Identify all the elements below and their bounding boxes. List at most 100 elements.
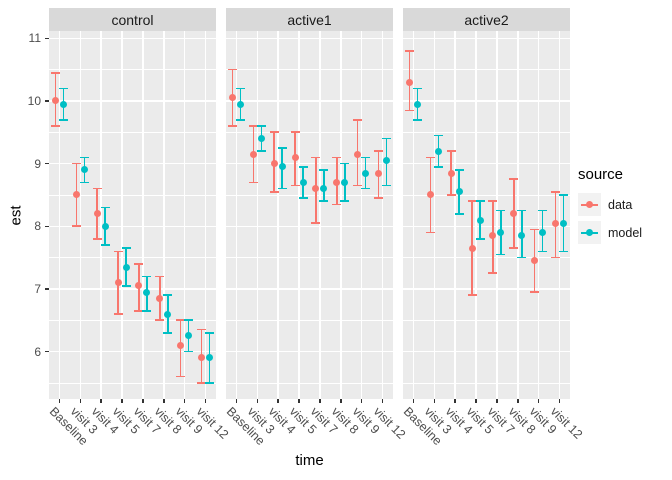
gridline (496, 31, 498, 399)
point-model (122, 263, 130, 271)
errorbar-cap-bottom (509, 247, 519, 249)
point-glyph-icon (586, 201, 593, 208)
y-axis-tick (45, 288, 49, 290)
errorbar-cap-top (71, 162, 81, 165)
x-axis-tick (100, 399, 102, 403)
errorbar-cap-bottom (277, 187, 287, 190)
x-axis-tick (412, 399, 415, 403)
errorbar-cap-bottom (227, 125, 237, 127)
errorbar-cap-bottom (340, 200, 350, 202)
point-data (531, 257, 539, 265)
point-glyph-icon (586, 229, 593, 236)
gridline (403, 382, 570, 384)
legend: source data model (578, 166, 642, 249)
point-data (228, 94, 236, 102)
errorbar-cap-top (92, 187, 102, 190)
errorbar-cap-bottom (248, 181, 258, 184)
gridline (142, 31, 144, 399)
errorbar-cap-top (163, 294, 173, 296)
point-data (93, 210, 101, 218)
gridline (412, 31, 415, 399)
point-data (156, 294, 164, 302)
point-model (560, 219, 568, 227)
gridline (49, 319, 216, 321)
x-axis-tick (496, 399, 498, 403)
errorbar-cap-bottom (374, 197, 384, 199)
errorbar-cap-top (412, 87, 422, 90)
errorbar-cap-top (277, 147, 287, 149)
gridline (121, 31, 123, 399)
x-axis-tick (517, 399, 519, 403)
legend-item-data: data (578, 193, 642, 216)
errorbar-cap-bottom (92, 238, 102, 240)
point-model (299, 178, 307, 186)
point-data (114, 279, 122, 287)
errorbar-cap-top (530, 228, 540, 231)
errorbar-cap-top (50, 71, 60, 74)
errorbar-cap-top (155, 275, 165, 278)
errorbar-cap-top (311, 156, 321, 159)
y-tick-label: 8 (34, 219, 41, 234)
legend-title: source (578, 166, 624, 183)
x-axis-tick (537, 399, 540, 403)
errorbar-cap-bottom (319, 200, 329, 202)
gridline (360, 31, 363, 399)
gridline (226, 288, 393, 290)
gridline (226, 319, 393, 321)
point-model (434, 147, 442, 155)
errorbar-cap-bottom (475, 238, 485, 240)
point-data (354, 150, 362, 158)
gridline (381, 31, 384, 399)
point-data (177, 341, 185, 349)
point-data (135, 282, 143, 290)
errorbar-cap-top (475, 200, 485, 202)
errorbar-cap-top (340, 162, 350, 165)
errorbar-cap-top (176, 319, 186, 322)
errorbar-cap-bottom (163, 332, 173, 334)
facet-panel-control (49, 31, 216, 399)
errorbar-cap-bottom (290, 184, 300, 187)
errorbar-cap-top (227, 68, 237, 71)
gridline (235, 31, 238, 399)
gridline (319, 31, 321, 399)
errorbar-cap-top (58, 87, 68, 90)
point-data (447, 169, 455, 177)
point-model (206, 354, 214, 362)
x-axis-tick (183, 399, 186, 403)
point-model (278, 163, 286, 171)
errorbar-cap-bottom (530, 291, 540, 293)
errorbar-cap-top (374, 150, 384, 152)
errorbar-cap-bottom (100, 244, 110, 246)
errorbar-cap-top (248, 125, 258, 127)
point-model (320, 185, 328, 193)
x-axis-tick (163, 399, 165, 403)
x-axis-tick (340, 399, 342, 403)
gridline (256, 31, 258, 399)
x-axis-tick (58, 399, 61, 403)
y-tick-label: 10 (27, 93, 41, 108)
facet-strip-active1: active1 (226, 8, 393, 31)
errorbar-cap-bottom (134, 310, 144, 312)
gridline (100, 31, 102, 399)
x-axis-tick (433, 399, 436, 403)
y-axis-tick (45, 37, 49, 40)
errorbar-cap-top (205, 332, 215, 334)
errorbar-cap-bottom (412, 118, 422, 121)
facet-panel-active2 (403, 31, 570, 399)
errorbar-cap-bottom (176, 375, 186, 378)
errorbar-cap-top (100, 206, 110, 209)
errorbar-cap-bottom (353, 184, 363, 187)
gridline (403, 319, 570, 321)
point-model (59, 100, 67, 108)
y-axis-tick (45, 162, 49, 165)
gridline (226, 131, 393, 133)
errorbar-cap-top (353, 118, 363, 121)
errorbar-cap-bottom (113, 313, 123, 315)
errorbar-cap-bottom (488, 272, 498, 275)
errorbar-cap-bottom (517, 256, 527, 259)
x-axis-tick (298, 399, 300, 403)
errorbar-cap-top (404, 50, 414, 52)
gridline (183, 31, 186, 399)
errorbar-cap-top (290, 131, 300, 134)
